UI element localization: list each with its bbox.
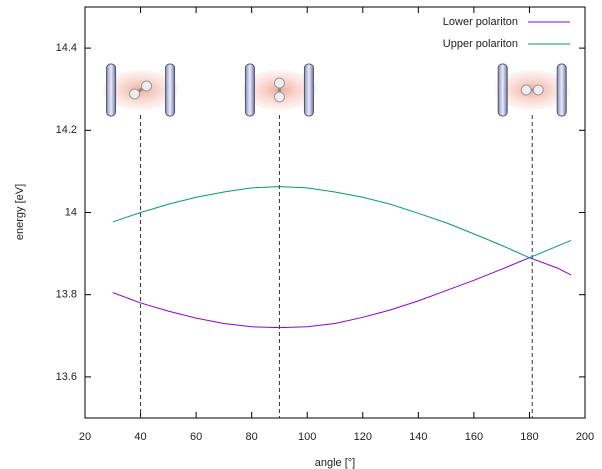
x-tick-label: 80 bbox=[246, 431, 258, 443]
y-tick-label: 13.6 bbox=[56, 371, 77, 383]
y-tick-label: 14.4 bbox=[56, 42, 77, 54]
x-tick-label: 60 bbox=[190, 431, 202, 443]
mirror bbox=[497, 63, 508, 117]
legend-label: Lower polariton bbox=[443, 16, 518, 28]
series-line bbox=[112, 186, 572, 259]
atom bbox=[520, 84, 532, 96]
y-axis-label: energy [eV] bbox=[14, 184, 26, 240]
mirror bbox=[556, 63, 567, 117]
x-tick-label: 200 bbox=[576, 431, 594, 443]
y-tick-label: 13.8 bbox=[56, 289, 77, 301]
x-tick-label: 140 bbox=[409, 431, 427, 443]
atom bbox=[273, 91, 285, 103]
x-tick-label: 120 bbox=[354, 431, 372, 443]
y-tick-label: 14.2 bbox=[56, 124, 77, 136]
y-tick-label: 14 bbox=[65, 206, 77, 218]
cavity-icon bbox=[494, 63, 571, 117]
atom bbox=[532, 84, 544, 96]
x-tick-label: 100 bbox=[298, 431, 316, 443]
x-tick-label: 40 bbox=[134, 431, 146, 443]
atom bbox=[141, 80, 153, 92]
x-tick-label: 20 bbox=[79, 431, 91, 443]
atom bbox=[129, 88, 141, 100]
mirror bbox=[165, 63, 176, 117]
mirror bbox=[244, 63, 255, 117]
mirror bbox=[106, 63, 117, 117]
series-line bbox=[112, 257, 572, 329]
legend-label: Upper polariton bbox=[443, 38, 518, 50]
cavity-icon bbox=[102, 63, 179, 117]
mirror bbox=[303, 63, 314, 117]
x-tick-label: 160 bbox=[465, 431, 483, 443]
plot-frame bbox=[84, 6, 586, 419]
x-axis-label: angle [°] bbox=[315, 457, 355, 469]
cavity-icon bbox=[241, 63, 318, 117]
x-tick-label: 180 bbox=[520, 431, 538, 443]
atom bbox=[273, 77, 285, 89]
